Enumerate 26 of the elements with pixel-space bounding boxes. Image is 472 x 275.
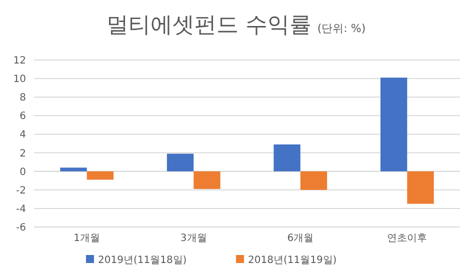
y-tick-label: 8 xyxy=(20,92,26,104)
y-tick-label: 12 xyxy=(13,56,26,66)
bar xyxy=(86,171,114,180)
y-tick-label: 6 xyxy=(20,111,26,122)
x-tick-label: 3개월 xyxy=(180,233,207,244)
y-tick-label: 2 xyxy=(20,148,26,160)
x-tick-label: 1개월 xyxy=(74,233,100,244)
y-tick-label: 4 xyxy=(20,130,26,141)
legend-label: 2019년(11월18일) xyxy=(98,255,187,266)
bar xyxy=(380,78,408,172)
y-tick-label: 10 xyxy=(13,74,26,86)
y-tick-label: -2 xyxy=(16,185,26,196)
bar xyxy=(60,168,87,172)
y-tick-label: -4 xyxy=(16,204,26,215)
x-tick-label: 연초이후 xyxy=(387,233,428,244)
bar xyxy=(166,154,194,172)
bar xyxy=(300,171,328,190)
bar xyxy=(407,171,434,204)
y-tick-label: -6 xyxy=(16,222,26,234)
x-tick-label: 6개월 xyxy=(287,233,314,244)
y-tick-label: 0 xyxy=(20,166,26,178)
chart-title: 멀티에셋펀드 수익률 xyxy=(106,13,312,38)
legend-label: 2018년(11월19일) xyxy=(248,255,337,266)
bar xyxy=(274,144,300,172)
bar xyxy=(194,171,220,189)
chart-subtitle: (단위: %) xyxy=(317,22,366,35)
